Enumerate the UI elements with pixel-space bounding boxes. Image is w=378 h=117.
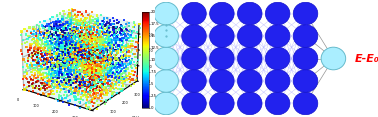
Ellipse shape	[237, 25, 262, 47]
Ellipse shape	[182, 2, 206, 25]
Ellipse shape	[237, 47, 262, 70]
Text: E-E₀: E-E₀	[355, 53, 378, 64]
Ellipse shape	[210, 25, 234, 47]
Ellipse shape	[182, 92, 206, 115]
Ellipse shape	[210, 70, 234, 92]
Ellipse shape	[237, 2, 262, 25]
Ellipse shape	[154, 47, 178, 70]
Ellipse shape	[154, 2, 178, 25]
Ellipse shape	[237, 70, 262, 92]
Ellipse shape	[182, 70, 206, 92]
Y-axis label: θ(°): θ(°)	[132, 116, 140, 117]
Ellipse shape	[154, 70, 178, 92]
Ellipse shape	[293, 47, 318, 70]
Ellipse shape	[154, 92, 178, 115]
Ellipse shape	[182, 25, 206, 47]
Ellipse shape	[293, 2, 318, 25]
Ellipse shape	[265, 2, 290, 25]
Ellipse shape	[154, 25, 178, 47]
Ellipse shape	[265, 47, 290, 70]
Ellipse shape	[321, 47, 345, 70]
Ellipse shape	[265, 92, 290, 115]
Ellipse shape	[293, 92, 318, 115]
Ellipse shape	[293, 25, 318, 47]
Ellipse shape	[182, 47, 206, 70]
Ellipse shape	[265, 25, 290, 47]
Ellipse shape	[237, 92, 262, 115]
Ellipse shape	[293, 70, 318, 92]
Ellipse shape	[210, 2, 234, 25]
Ellipse shape	[210, 47, 234, 70]
Ellipse shape	[210, 92, 234, 115]
Ellipse shape	[265, 70, 290, 92]
